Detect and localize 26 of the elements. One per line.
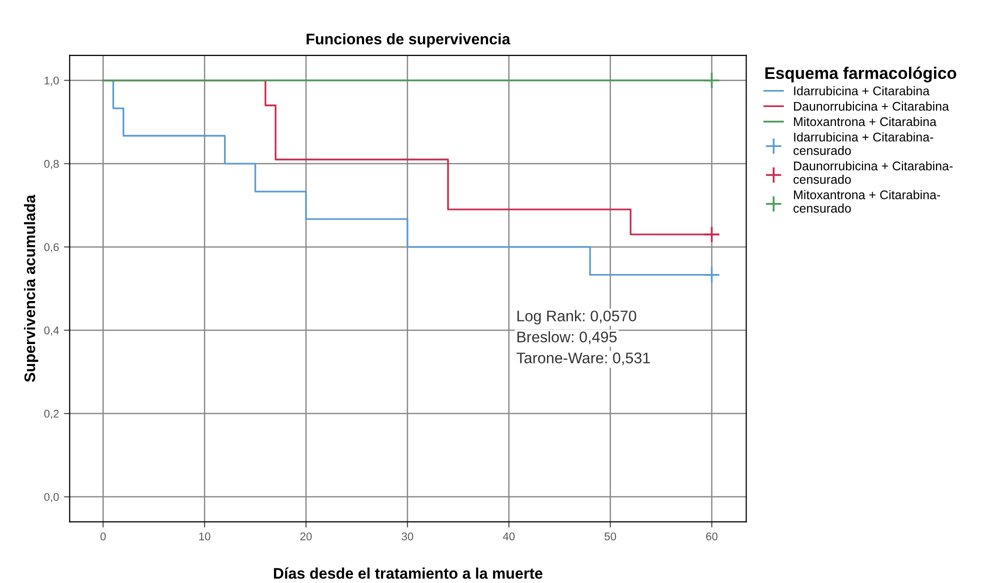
annotation: Log Rank: 0,0570	[517, 310, 636, 324]
y-tick-label: 0,2	[44, 410, 59, 419]
x-tick-label: 50	[604, 532, 616, 540]
annotation: Breslow: 0,495	[517, 331, 617, 344]
annotation: Tarone-Ware: 0,531	[516, 352, 650, 366]
x-axis-title: Días desde el tratamiento a la muerte	[274, 567, 542, 579]
legend-label: Daunorrubicina + Citarabina	[794, 102, 950, 111]
legend-label: Idarrubicina + Citarabina	[794, 86, 930, 96]
chart-title: Funciones de supervivencia	[306, 33, 510, 48]
x-tick-label: 10	[199, 532, 210, 540]
x-tick-label: 30	[402, 532, 414, 540]
y-tick-label: 0,0	[44, 493, 59, 502]
y-tick-label: 0,6	[44, 243, 59, 252]
legend-label: Daunorrubicina + Citarabina-censurado	[794, 161, 953, 184]
legend-label: Mitoxantrona + Citarabina	[794, 116, 936, 126]
y-tick-label: 0,4	[44, 326, 59, 336]
y-axis-title: Supervivencia acumulada	[24, 194, 38, 382]
legend-label: Mitoxantrona + Citarabina-censurado	[794, 190, 940, 213]
x-tick-label: 60	[706, 532, 718, 540]
x-tick-label: 40	[502, 532, 515, 540]
x-tick-label: 20	[300, 532, 312, 540]
legend-title: Esquema farmacológico	[765, 66, 956, 82]
x-tick-label: 0	[100, 532, 106, 540]
legend-label: Idarrubicina + Citarabina-censurado	[794, 132, 934, 155]
y-tick-label: 0,8	[44, 160, 59, 170]
y-tick-label: 1,0	[44, 76, 59, 86]
